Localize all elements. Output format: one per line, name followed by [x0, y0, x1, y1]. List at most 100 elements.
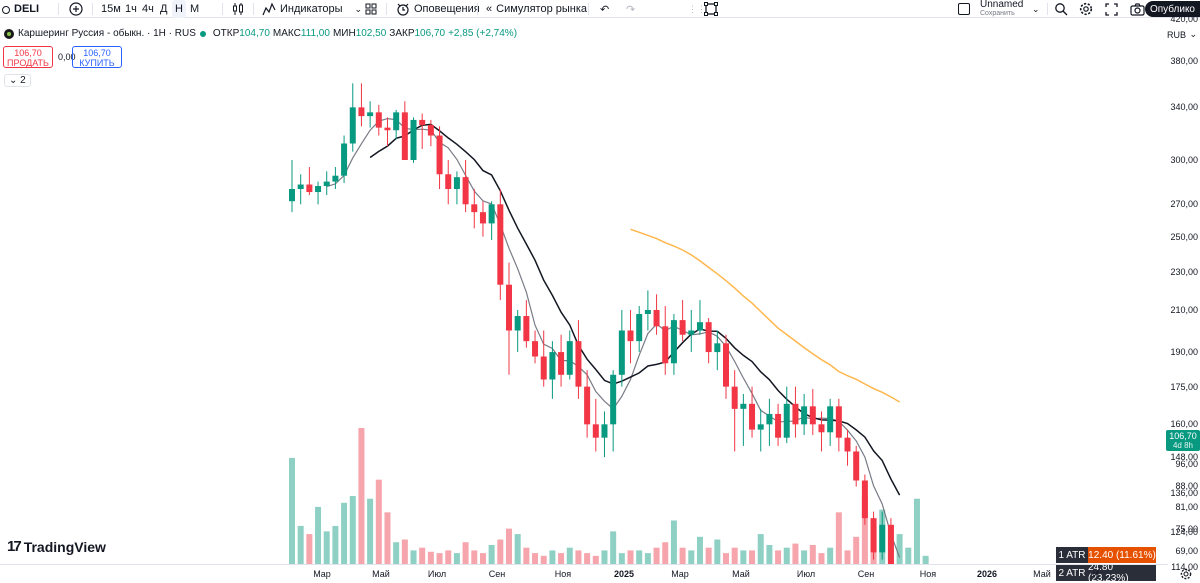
- price-tick-label: 340,00: [1170, 102, 1198, 113]
- candle-body: [592, 424, 599, 438]
- gear-icon: [1079, 2, 1093, 16]
- templates-button[interactable]: [365, 0, 377, 18]
- volume-bar: [861, 496, 868, 564]
- sell-button[interactable]: 106,70 ПРОДАТЬ: [3, 46, 53, 68]
- candle-body: [401, 112, 408, 160]
- toolbar-divider: [477, 3, 478, 15]
- candle-body: [384, 127, 391, 131]
- price-tick-label: 420,00: [1170, 13, 1198, 24]
- price-chart[interactable]: [0, 19, 1168, 564]
- price-tick-label: 124,00: [1170, 526, 1198, 537]
- volume-bar: [688, 550, 695, 564]
- chart-type-button[interactable]: [232, 0, 244, 18]
- interval-15m[interactable]: 15м: [101, 3, 121, 15]
- drag-handle-icon[interactable]: ⋮⋮: [688, 3, 706, 14]
- volume-bar: [401, 539, 408, 564]
- fullscreen-select-button[interactable]: [704, 0, 718, 18]
- price-axis[interactable]: RUB ⌄ 420,00 380,00 340,00 300,00 270,00 250,…: [1166, 14, 1200, 572]
- candle-body: [618, 330, 625, 375]
- buy-price: 106,70: [83, 48, 111, 58]
- replay-button[interactable]: « Симулятор рынка: [486, 3, 588, 15]
- atr-1-value: 12.40 (11.61%): [1088, 547, 1156, 563]
- volume-bar: [775, 550, 782, 564]
- volume-bar: [757, 534, 764, 564]
- candle-body: [341, 143, 348, 176]
- redo-button[interactable]: ↷: [626, 0, 635, 18]
- price-tick-label: 230,00: [1170, 266, 1198, 277]
- atr-2-row: 2 ATR 24.80 (23.23%): [1056, 562, 1156, 583]
- atr-1-name: 1 ATR: [1056, 547, 1088, 563]
- candle-body: [601, 424, 608, 438]
- volume-bar: [427, 551, 434, 564]
- time-tick-label: Сен: [857, 569, 875, 579]
- candle-body: [566, 341, 573, 375]
- volume-bar: [436, 553, 443, 564]
- candle-body: [488, 204, 495, 224]
- volume-bar: [636, 550, 643, 564]
- candle-body: [653, 309, 660, 327]
- buy-button[interactable]: 106,70 КУПИТЬ: [72, 46, 122, 68]
- symbol-title[interactable]: Каршеринг Русcия - обыкн. · 1Н · RUS: [18, 28, 196, 39]
- volume-bar: [653, 547, 660, 564]
- high-value: 111,00: [300, 28, 330, 39]
- volume-bar: [644, 553, 651, 564]
- volume-bar: [575, 550, 582, 564]
- symbol-search-button[interactable]: DELI: [2, 0, 39, 18]
- compare-symbol-button[interactable]: [69, 0, 83, 18]
- volume-bar: [827, 547, 834, 564]
- indicators-collapse-toggle[interactable]: ⌄ 2: [4, 74, 31, 87]
- volume-bar: [922, 555, 929, 564]
- volume-bar: [844, 550, 851, 564]
- volume-bar: [913, 498, 920, 564]
- candle-body: [584, 386, 591, 425]
- candle-body: [497, 204, 504, 285]
- volume-bar: [766, 544, 773, 564]
- alerts-button[interactable]: Оповещения: [396, 0, 480, 18]
- sell-label: ПРОДАТЬ: [7, 58, 49, 68]
- volume-bar: [792, 543, 799, 564]
- volume-bar: [341, 502, 348, 564]
- toolbar-divider: [1047, 3, 1048, 15]
- axis-settings-button[interactable]: [1180, 567, 1192, 583]
- currency-label[interactable]: RUB: [1166, 30, 1186, 40]
- volume-bar: [783, 547, 790, 564]
- candle-body: [349, 107, 356, 144]
- interval-4h[interactable]: 4ч: [142, 3, 154, 15]
- plus-circle-icon: [69, 2, 83, 16]
- tradingview-logo[interactable]: 17 TradingView: [7, 538, 106, 555]
- time-tick-label: Май: [732, 569, 750, 579]
- alarm-clock-icon: [397, 3, 409, 16]
- volume-bar: [731, 547, 738, 564]
- indicators-icon: [262, 2, 276, 16]
- camera-icon: [1130, 2, 1145, 16]
- price-tick-label: 160,00: [1170, 419, 1198, 430]
- time-axis[interactable]: Мар Май Июл Сен Ноя 2025 Мар Май Июл Сен Ноя 2026 Ма…: [0, 564, 1168, 583]
- time-tick-label: Июл: [796, 569, 816, 579]
- indicators-button[interactable]: Индикаторы ⌄: [262, 0, 362, 18]
- layout-name-button[interactable]: Unnamed Сохранить: [980, 0, 1024, 17]
- undo-button[interactable]: ↶: [600, 0, 609, 18]
- fullscreen-button[interactable]: [1105, 0, 1118, 18]
- interval-day[interactable]: Д: [160, 3, 168, 15]
- interval-1h[interactable]: 1ч: [125, 3, 137, 15]
- symbol-label: DELI: [14, 3, 40, 15]
- volume-bar: [662, 542, 669, 564]
- interval-week[interactable]: Н: [172, 0, 186, 18]
- layout-checkbox[interactable]: [958, 0, 970, 18]
- candle-body: [801, 406, 808, 425]
- candle-body: [844, 437, 851, 452]
- interval-month[interactable]: М: [190, 3, 200, 15]
- chevron-down-icon[interactable]: ⌄: [1189, 29, 1197, 39]
- publish-button[interactable]: Опублико: [1144, 1, 1200, 17]
- candle-body: [696, 322, 703, 331]
- settings-button[interactable]: [1079, 0, 1093, 18]
- candle-body: [479, 212, 486, 224]
- chevron-down-icon[interactable]: ⌄: [1032, 3, 1040, 14]
- toolbar-divider: [253, 3, 254, 15]
- quick-search-button[interactable]: [1054, 0, 1068, 18]
- undo-icon: ↶: [600, 3, 610, 16]
- price-tick-label: 88,00: [1175, 481, 1198, 491]
- time-tick-label: И: [1092, 569, 1100, 579]
- snapshot-button[interactable]: [1130, 0, 1145, 18]
- volume-bar: [749, 550, 756, 564]
